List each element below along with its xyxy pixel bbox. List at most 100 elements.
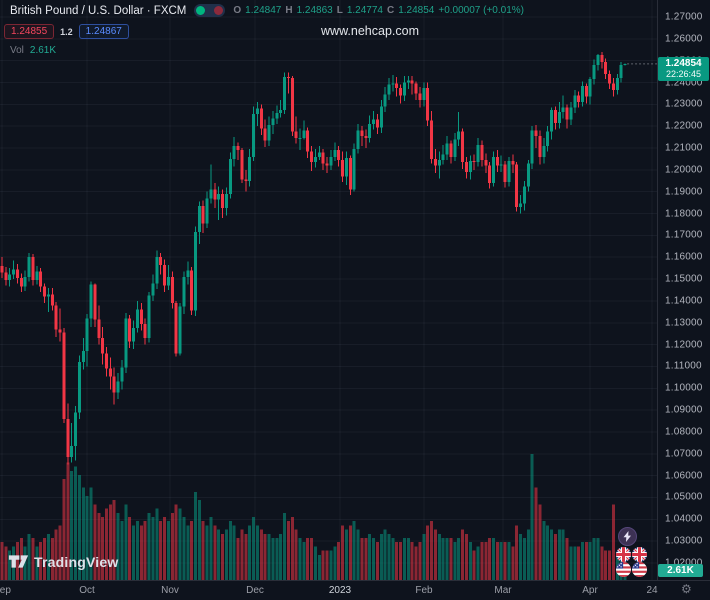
volume-bar xyxy=(178,508,182,580)
candle-body xyxy=(240,150,244,180)
volume-bar xyxy=(372,538,376,580)
candle-body xyxy=(101,338,105,354)
volume-bar xyxy=(132,525,136,580)
volume-bar xyxy=(23,546,27,580)
candle-body xyxy=(546,131,550,146)
candle-body xyxy=(23,276,27,287)
us-flag-icon[interactable] xyxy=(632,562,647,577)
candle-body xyxy=(352,149,356,190)
low-label: L xyxy=(336,5,343,16)
high-label: H xyxy=(285,5,293,16)
candle-body xyxy=(565,107,569,120)
candle-body xyxy=(453,139,457,157)
axis-settings-gear-icon[interactable]: ⚙ xyxy=(681,582,692,596)
volume-bar xyxy=(573,546,577,580)
candle-body xyxy=(368,124,372,139)
tradingview-logo-link[interactable]: TradingView xyxy=(8,553,118,570)
symbol-visibility-toggle[interactable] xyxy=(194,4,226,17)
volume-bar xyxy=(116,512,120,580)
bar-countdown-timer: 22:26:45 xyxy=(665,68,702,79)
symbol-title[interactable]: British Pound / U.S. Dollar · FXCM xyxy=(10,4,187,17)
lightning-icon xyxy=(623,531,631,542)
candle-body xyxy=(236,145,240,151)
candle-body xyxy=(178,306,182,354)
candle-body xyxy=(252,114,256,157)
candle-body xyxy=(155,257,159,284)
volume-bar xyxy=(205,525,209,580)
volume-bar xyxy=(201,521,205,580)
open-label: O xyxy=(233,5,242,16)
volume-bar xyxy=(522,538,526,580)
candle-body xyxy=(135,309,139,329)
volume-bar xyxy=(464,533,468,580)
volume-bars xyxy=(0,454,627,580)
volume-bar xyxy=(240,529,244,580)
time-tick-label: 24 xyxy=(646,585,658,596)
volume-bar xyxy=(194,491,197,580)
time-axis[interactable]: Sep Oct Nov Dec 2023 Feb Mar Apr 24 xyxy=(0,580,710,600)
volume-bar xyxy=(224,529,228,580)
current-price-value: 1.24854 xyxy=(665,57,702,69)
lightning-quick-action-button[interactable] xyxy=(618,527,637,546)
volume-bar xyxy=(4,546,8,580)
volume-bar xyxy=(147,512,151,580)
price-axis[interactable]: 1.270001.260001.250001.240001.230001.220… xyxy=(657,0,710,580)
candle-body xyxy=(445,143,449,155)
volume-bar xyxy=(306,538,310,580)
price-chart-canvas[interactable] xyxy=(0,0,657,580)
candle-body xyxy=(379,106,383,128)
ask-button[interactable]: 1.24867 xyxy=(78,24,129,39)
volume-bar xyxy=(159,521,163,580)
volume-bar xyxy=(101,517,105,580)
volume-bar xyxy=(298,538,302,580)
volume-bar xyxy=(290,517,294,580)
volume-bar xyxy=(542,521,546,580)
chart-legend: British Pound / U.S. Dollar · FXCM O 1.2… xyxy=(10,4,524,17)
volume-bar xyxy=(491,538,495,580)
candle-body xyxy=(15,269,19,278)
current-volume-label: 2.61K xyxy=(658,564,703,577)
volume-bar xyxy=(391,538,395,580)
candle-body xyxy=(43,286,47,297)
candle-body xyxy=(619,65,623,79)
volume-bar xyxy=(163,517,167,580)
volume-bar xyxy=(441,538,445,580)
candle-body xyxy=(604,61,608,74)
candle-body xyxy=(85,318,89,352)
volume-bar xyxy=(302,542,306,580)
uk-flag-icon[interactable] xyxy=(616,547,631,562)
tradingview-logo-text: TradingView xyxy=(34,553,119,570)
uk-flag-icon[interactable] xyxy=(632,547,647,562)
time-tick-label: Nov xyxy=(161,585,179,596)
price-tick-label: 1.20000 xyxy=(665,164,703,176)
gbp-flag-pair xyxy=(616,547,647,562)
volume-bar xyxy=(511,546,515,580)
volume-bar xyxy=(190,521,194,580)
volume-bar xyxy=(472,550,476,580)
volume-bar xyxy=(449,538,453,580)
volume-bar xyxy=(410,542,414,580)
candle-body xyxy=(255,108,259,115)
candle-body xyxy=(267,125,271,141)
volume-bar xyxy=(337,542,341,580)
price-tick-label: 1.19000 xyxy=(665,186,703,198)
candle-body xyxy=(116,381,120,393)
candle-body xyxy=(19,277,23,287)
volume-bar xyxy=(97,512,101,580)
volume-bar xyxy=(213,525,217,580)
candle-body xyxy=(414,83,418,94)
candle-body xyxy=(313,156,317,163)
volume-bar xyxy=(31,538,35,580)
price-tick-label: 1.13000 xyxy=(665,317,703,329)
volume-bar xyxy=(135,521,139,580)
price-tick-label: 1.26000 xyxy=(665,33,703,45)
bid-button[interactable]: 1.24855 xyxy=(4,24,55,39)
us-flag-icon[interactable] xyxy=(616,562,631,577)
candle-body xyxy=(383,94,387,107)
price-tick-label: 1.05000 xyxy=(665,491,703,503)
candle-body xyxy=(538,136,542,157)
volume-bar xyxy=(406,538,410,580)
price-tick-label: 1.24000 xyxy=(665,77,703,89)
candle-body xyxy=(263,128,267,141)
volume-bar xyxy=(294,529,298,580)
